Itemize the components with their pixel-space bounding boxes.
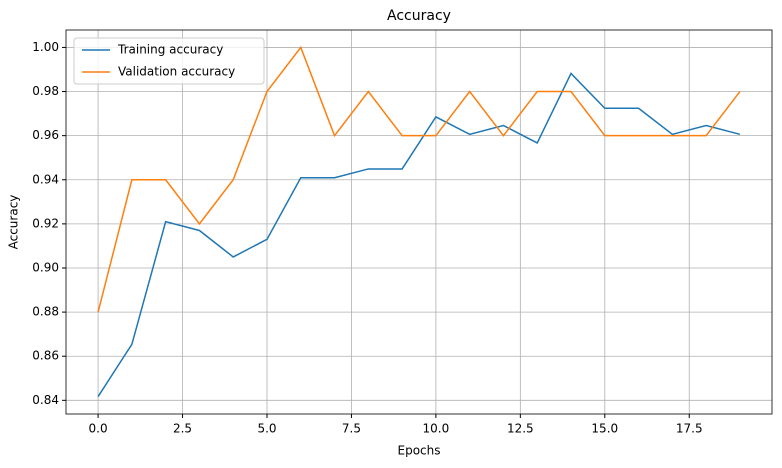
x-tick-label: 12.5 (507, 422, 534, 436)
x-tick-label: 5.0 (257, 422, 276, 436)
plot-frame (65, 29, 773, 415)
x-axis-label: Epochs (398, 444, 441, 458)
y-tick-label: 0.94 (32, 172, 59, 186)
legend-box (73, 37, 265, 85)
y-tick-label: 0.88 (32, 305, 59, 319)
x-tick-label: 7.5 (342, 422, 361, 436)
x-tick-label: 0.0 (89, 422, 108, 436)
legend-label: Training accuracy (117, 43, 223, 57)
x-tick-label: 10.0 (423, 422, 450, 436)
y-tick-label: 0.86 (32, 349, 59, 363)
x-tick-label: 17.5 (676, 422, 703, 436)
legend-label: Validation accuracy (118, 65, 235, 79)
chart-title: Accuracy (387, 8, 451, 24)
y-tick-label: 0.96 (32, 128, 59, 142)
y-axis-label: Accuracy (7, 195, 21, 250)
y-tick-label: 0.98 (32, 84, 59, 98)
series-line (97, 72, 741, 397)
y-tick-label: 0.84 (32, 393, 59, 407)
y-tick-label: 0.92 (32, 216, 59, 230)
y-tick-label: 1.00 (32, 40, 59, 54)
y-tick-label: 0.90 (32, 260, 59, 274)
series-line (97, 45, 741, 313)
x-tick-label: 2.5 (173, 422, 192, 436)
x-tick-label: 15.0 (591, 422, 618, 436)
